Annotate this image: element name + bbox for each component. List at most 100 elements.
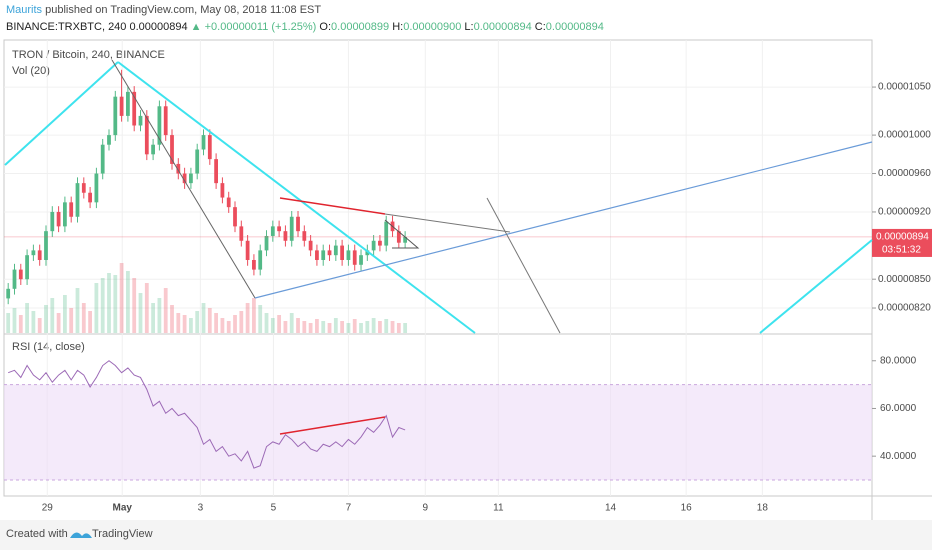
candle-body (25, 255, 29, 280)
c-label: C: (535, 21, 546, 33)
candle-body (270, 226, 275, 236)
candle-body (163, 106, 168, 136)
candle-body (63, 202, 67, 227)
candle-body (37, 250, 42, 260)
price: 0.00000894 (129, 21, 187, 33)
price-title: TRON / Bitcoin, 240, BINANCE (12, 49, 165, 61)
volume-bar (170, 305, 174, 333)
x-tick-label: 16 (681, 503, 693, 514)
candle-body (144, 115, 149, 155)
volume-bar (302, 321, 307, 333)
y-tick-label: 0.00000920 (878, 207, 931, 218)
candle-body (132, 91, 137, 126)
y-tick-label: 0.00001050 (878, 82, 931, 93)
h-label: H: (392, 21, 403, 33)
volume-bar (258, 305, 263, 333)
candle-body (12, 269, 17, 289)
candle-body (81, 183, 86, 193)
volume-bar (207, 308, 212, 333)
symbol: BINANCE:TRXBTC, 240 (6, 21, 126, 33)
volume-bar (315, 319, 319, 333)
y-tick-label: 0.00000850 (878, 274, 931, 285)
candle-body (346, 250, 351, 260)
candle-body (315, 250, 319, 260)
candle-body (18, 269, 23, 280)
candle-body (170, 135, 174, 164)
countdown: 03:51:32 (882, 245, 921, 256)
c: 0.00000894 (546, 21, 604, 33)
candle-body (365, 250, 370, 256)
candle-body (321, 250, 326, 260)
author[interactable]: Maurits (6, 4, 43, 16)
x-tick-label: 29 (42, 503, 54, 514)
header-line-2: BINANCE:TRXBTC, 240 0.00000894 ▲ +0.0000… (6, 21, 604, 33)
rsi-line (8, 360, 406, 469)
triangle (384, 219, 420, 249)
volume-bar (321, 321, 326, 333)
volume-bar (138, 293, 143, 333)
footer-created: Created with (6, 528, 68, 540)
candle-body (333, 245, 338, 256)
channel-line (117, 61, 476, 334)
volume-bar (25, 303, 29, 333)
candle-body (126, 91, 130, 116)
candle-body (384, 221, 389, 246)
candle-body (340, 245, 345, 260)
y-tick-label: 40.0000 (880, 451, 917, 462)
volume-bar (12, 308, 17, 333)
l-label: L: (464, 21, 473, 33)
volume-bar (151, 303, 155, 333)
y-tick-label: 0.00001000 (878, 130, 931, 141)
last-price-box (872, 228, 932, 257)
volume-bar (352, 319, 357, 333)
y-tick-label: 0.00000960 (878, 168, 931, 179)
change: ▲ +0.00000011 (+1.25%) (191, 21, 317, 33)
rsi-title: RSI (14, close) (12, 341, 85, 353)
volume-bar (201, 303, 206, 333)
footer-brand[interactable]: TradingView (92, 528, 153, 540)
h: 0.00000900 (403, 21, 461, 33)
candle-body (94, 173, 99, 203)
candle-body (119, 96, 124, 116)
candle-body (403, 236, 408, 243)
last-price-label: 0.00000894 (876, 232, 929, 243)
volume-bar (81, 303, 86, 333)
candle-body (176, 163, 181, 174)
candle-body (226, 197, 231, 208)
volume-bar (50, 298, 55, 333)
volume-bar (327, 323, 332, 333)
volume-bar (44, 305, 48, 333)
x-tick-label: 14 (605, 503, 617, 514)
x-tick-label: 18 (757, 503, 769, 514)
volume-bar (233, 315, 237, 333)
channel-line (4, 61, 119, 166)
volume-bar (113, 275, 118, 333)
volume-bar (245, 303, 250, 333)
header-line-1: Maurits published on TradingView.com, Ma… (6, 4, 321, 16)
volume-bar (157, 298, 162, 333)
candle-body (56, 211, 61, 227)
candle-body (371, 240, 376, 251)
candle-body (182, 173, 187, 184)
trend-line (254, 141, 873, 299)
volume-bar (239, 311, 244, 333)
volume-bar (56, 313, 61, 333)
candle-body (264, 235, 269, 251)
volume-bar (189, 318, 193, 333)
candle-body (233, 207, 237, 227)
candle-body (201, 135, 206, 150)
volume-bar (226, 321, 231, 333)
candle-body (75, 183, 80, 217)
x-tick-label: 5 (271, 503, 277, 514)
trend-line (486, 197, 561, 334)
candle-body (296, 216, 300, 232)
candle-body (107, 135, 111, 145)
candle-body (277, 226, 282, 232)
x-tick-label: 7 (346, 503, 352, 514)
candle-body (69, 202, 74, 217)
candle-body (189, 173, 193, 184)
volume-bar (384, 319, 389, 333)
volume-bar (390, 321, 395, 333)
candle-body (327, 250, 332, 256)
